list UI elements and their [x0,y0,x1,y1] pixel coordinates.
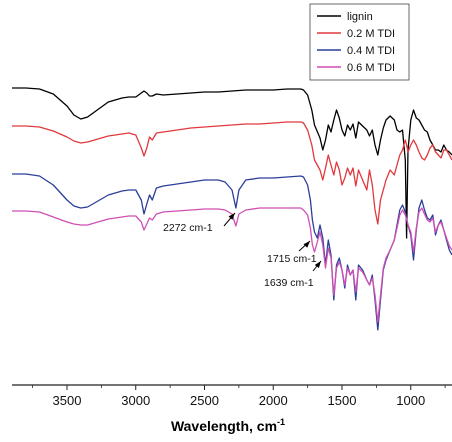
annotation-2272-arrowhead [228,213,235,220]
x-ticks: 3500 3000 2500 2000 1500 1000 [32,385,446,408]
series-line-3 [12,207,452,323]
x-axis-title-superscript: -1 [277,417,285,427]
series-line-1 [12,121,452,225]
legend-label-3: 0.6 M TDI [347,62,395,74]
annotation-1639: 1639 cm-1 [264,260,322,289]
legend-label-0: lignin [347,11,373,23]
legend-label-2: 0.4 M TDI [347,45,395,57]
x-tick-label-1: 3000 [121,393,150,408]
series-line-2 [12,173,452,331]
annotation-1715: 1715 cm-1 [267,240,317,265]
legend-items: lignin 0.2 M TDI 0.4 M TDI 0.6 M TDI [317,11,395,74]
x-tick-label-5: 1000 [396,393,425,408]
annotation-2272-label: 2272 cm-1 [163,222,213,234]
x-axis-title: Wavelength, cm-1 [171,417,285,434]
annotation-2272: 2272 cm-1 [163,212,236,234]
annotation-1639-arrowhead [314,261,321,268]
legend-label-1: 0.2 M TDI [347,28,395,40]
legend: lignin 0.2 M TDI 0.4 M TDI 0.6 M TDI [309,3,410,81]
x-tick-label-3: 2000 [259,393,288,408]
x-tick-label-2: 2500 [190,393,219,408]
x-tick-label-4: 1500 [328,393,357,408]
series-line-0 [12,87,452,239]
annotation-1639-label: 1639 cm-1 [264,277,314,289]
series-layer [12,87,452,331]
x-tick-label-0: 3500 [53,393,82,408]
annotation-1715-arrowhead [303,241,310,248]
annotation-1715-label: 1715 cm-1 [267,253,317,265]
x-axis-title-main: Wavelength, cm [171,418,277,434]
